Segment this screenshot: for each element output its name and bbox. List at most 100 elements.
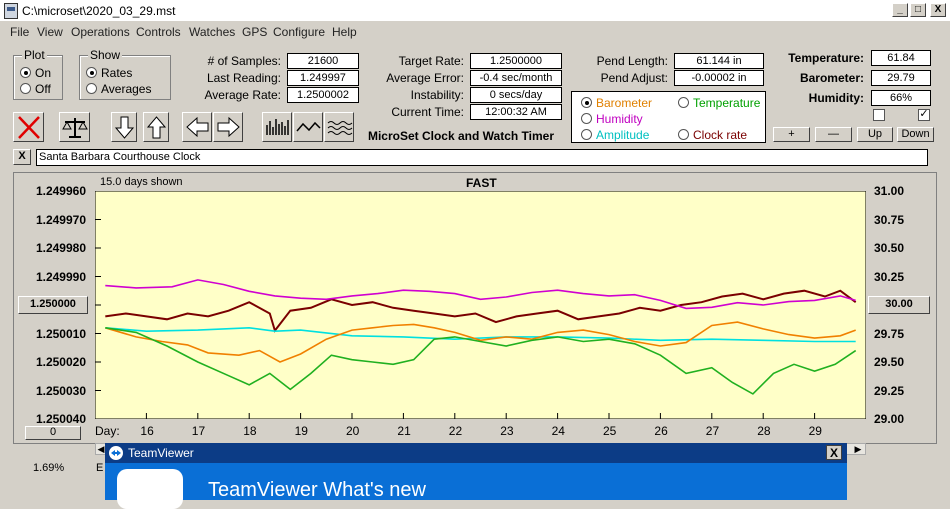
plot-group-label: Plot bbox=[22, 48, 47, 62]
menu-view[interactable]: View bbox=[37, 25, 63, 39]
series-line-4 bbox=[105, 327, 857, 395]
wave-plot-button[interactable] bbox=[324, 112, 354, 142]
footer-percent: 1.69% bbox=[33, 462, 65, 474]
left-tick-label: 1.249970 bbox=[35, 212, 86, 227]
radio-icon bbox=[678, 129, 689, 140]
instability-value: 0 secs/day bbox=[470, 87, 562, 103]
menu-configure[interactable]: Configure bbox=[273, 25, 326, 39]
balance-button[interactable] bbox=[59, 112, 90, 142]
pend-length-label: Pend Length: bbox=[596, 54, 668, 68]
instability-label: Instability: bbox=[410, 88, 464, 102]
samples-value: 21600 bbox=[287, 53, 359, 69]
current-time-value: 12:00:32 AM bbox=[470, 104, 562, 120]
center-left-button[interactable]: 1.250000 bbox=[18, 296, 88, 314]
app-icon[interactable] bbox=[4, 3, 18, 19]
arrow-left-icon bbox=[186, 116, 209, 138]
left-tick-label: 1.250010 bbox=[35, 326, 86, 341]
x-tick-label: 29 bbox=[808, 424, 822, 438]
right-tick-label: 30.25 bbox=[874, 269, 905, 284]
right-tick-label: 30.50 bbox=[874, 241, 905, 255]
plot-group: Plot On Off bbox=[13, 48, 63, 100]
plot-off-radio[interactable]: Off bbox=[20, 82, 51, 96]
overlay-clock-rate-radio[interactable]: Clock rate bbox=[678, 128, 747, 142]
target-rate-value: 1.2500000 bbox=[470, 53, 562, 69]
x-tick-label: 27 bbox=[705, 424, 720, 438]
temperature-label: Temperature: bbox=[788, 51, 864, 65]
maximize-button[interactable]: □ bbox=[910, 3, 926, 17]
teamviewer-close-button[interactable]: X bbox=[826, 445, 842, 460]
radio-icon bbox=[581, 129, 592, 140]
stop-button[interactable] bbox=[13, 112, 44, 142]
x-tick-label: 20 bbox=[346, 424, 360, 438]
menu-gps[interactable]: GPS bbox=[242, 25, 268, 39]
x-tick-label: 26 bbox=[654, 424, 668, 438]
arrow-left-button[interactable] bbox=[182, 112, 212, 142]
arrow-right-icon bbox=[217, 116, 240, 138]
offset-button[interactable]: 0 bbox=[25, 426, 81, 440]
x-tick-label: 16 bbox=[140, 424, 154, 438]
radio-selected-icon bbox=[581, 97, 592, 108]
minimize-button[interactable]: _ bbox=[892, 3, 908, 17]
x-tick-label: 21 bbox=[397, 424, 411, 438]
show-averages-radio[interactable]: Averages bbox=[86, 82, 151, 96]
series-line-1 bbox=[105, 279, 856, 310]
menu-help[interactable]: Help bbox=[332, 25, 357, 39]
barometer-value: 29.79 bbox=[871, 70, 931, 86]
option-checkbox-1[interactable] bbox=[873, 109, 885, 121]
barometer-label: Barometer: bbox=[799, 71, 864, 85]
right-tick-label: 29.75 bbox=[874, 326, 905, 341]
humidity-value: 66% bbox=[871, 90, 931, 106]
right-tick-label: 29.50 bbox=[874, 355, 905, 369]
show-rates-radio[interactable]: Rates bbox=[86, 66, 132, 80]
bar-plot-button[interactable] bbox=[262, 112, 292, 142]
line-plot-button[interactable] bbox=[293, 112, 323, 142]
arrow-up-icon bbox=[146, 116, 167, 139]
menu-watches[interactable]: Watches bbox=[189, 25, 236, 39]
teamviewer-titlebar: TeamViewer X bbox=[105, 443, 847, 463]
menu-file[interactable]: File bbox=[10, 25, 30, 39]
close-button[interactable]: X bbox=[930, 3, 946, 17]
minus-button[interactable]: — bbox=[815, 127, 852, 142]
average-rate-value: 1.2500002 bbox=[287, 87, 359, 103]
app-name-label: MicroSet Clock and Watch Timer bbox=[367, 129, 555, 143]
left-tick-label: 1.249960 bbox=[35, 184, 86, 198]
down-button[interactable]: Down bbox=[897, 127, 934, 142]
center-right-button[interactable]: 30.00 bbox=[868, 296, 930, 314]
radio-icon bbox=[86, 83, 97, 94]
up-button[interactable]: Up bbox=[857, 127, 893, 142]
plot-on-radio[interactable]: On bbox=[20, 66, 51, 80]
pend-length-value: 61.144 in bbox=[674, 53, 764, 69]
humidity-label: Humidity: bbox=[808, 91, 864, 105]
menu-operations[interactable]: Operations bbox=[71, 25, 130, 39]
target-rate-label: Target Rate: bbox=[398, 54, 464, 68]
footer-text: E bbox=[96, 462, 104, 474]
x-tick-label: 19 bbox=[294, 424, 308, 438]
bar-chart-icon bbox=[266, 119, 289, 135]
overlay-barometer-radio[interactable]: Barometer bbox=[581, 96, 652, 110]
plus-button[interactable]: + bbox=[773, 127, 810, 142]
menu-bar: File View Operations Controls Watches GP… bbox=[0, 22, 950, 42]
option-checkbox-2[interactable]: ✓ bbox=[918, 108, 930, 121]
series-line-3 bbox=[105, 321, 856, 363]
show-group: Show Rates Averages bbox=[79, 48, 171, 100]
menu-controls[interactable]: Controls bbox=[136, 25, 181, 39]
teamviewer-logo-icon bbox=[109, 446, 123, 460]
line-chart-icon bbox=[296, 121, 321, 132]
arrow-down-icon bbox=[114, 116, 135, 139]
right-tick-label: 29.00 bbox=[874, 412, 905, 426]
scroll-left-icon[interactable]: ◀ bbox=[97, 444, 105, 454]
left-tick-label: 1.250030 bbox=[35, 383, 86, 398]
chart-grid bbox=[95, 191, 816, 419]
pend-adjust-label: Pend Adjust: bbox=[600, 71, 668, 85]
x-tick-label: 23 bbox=[500, 424, 514, 438]
scroll-right-icon[interactable]: ▶ bbox=[854, 444, 862, 454]
arrow-up-button[interactable] bbox=[143, 112, 169, 142]
arrow-right-button[interactable] bbox=[213, 112, 243, 142]
overlay-amplitude-radio[interactable]: Amplitude bbox=[581, 128, 649, 142]
arrow-down-button[interactable] bbox=[111, 112, 137, 142]
overlay-temperature-radio[interactable]: Temperature bbox=[678, 96, 760, 110]
overlay-humidity-radio[interactable]: Humidity bbox=[581, 112, 643, 126]
clock-name-close-button[interactable]: X bbox=[13, 149, 31, 165]
chart-mode-label: FAST bbox=[466, 176, 497, 190]
clock-name-input[interactable]: Santa Barbara Courthouse Clock bbox=[36, 149, 928, 166]
